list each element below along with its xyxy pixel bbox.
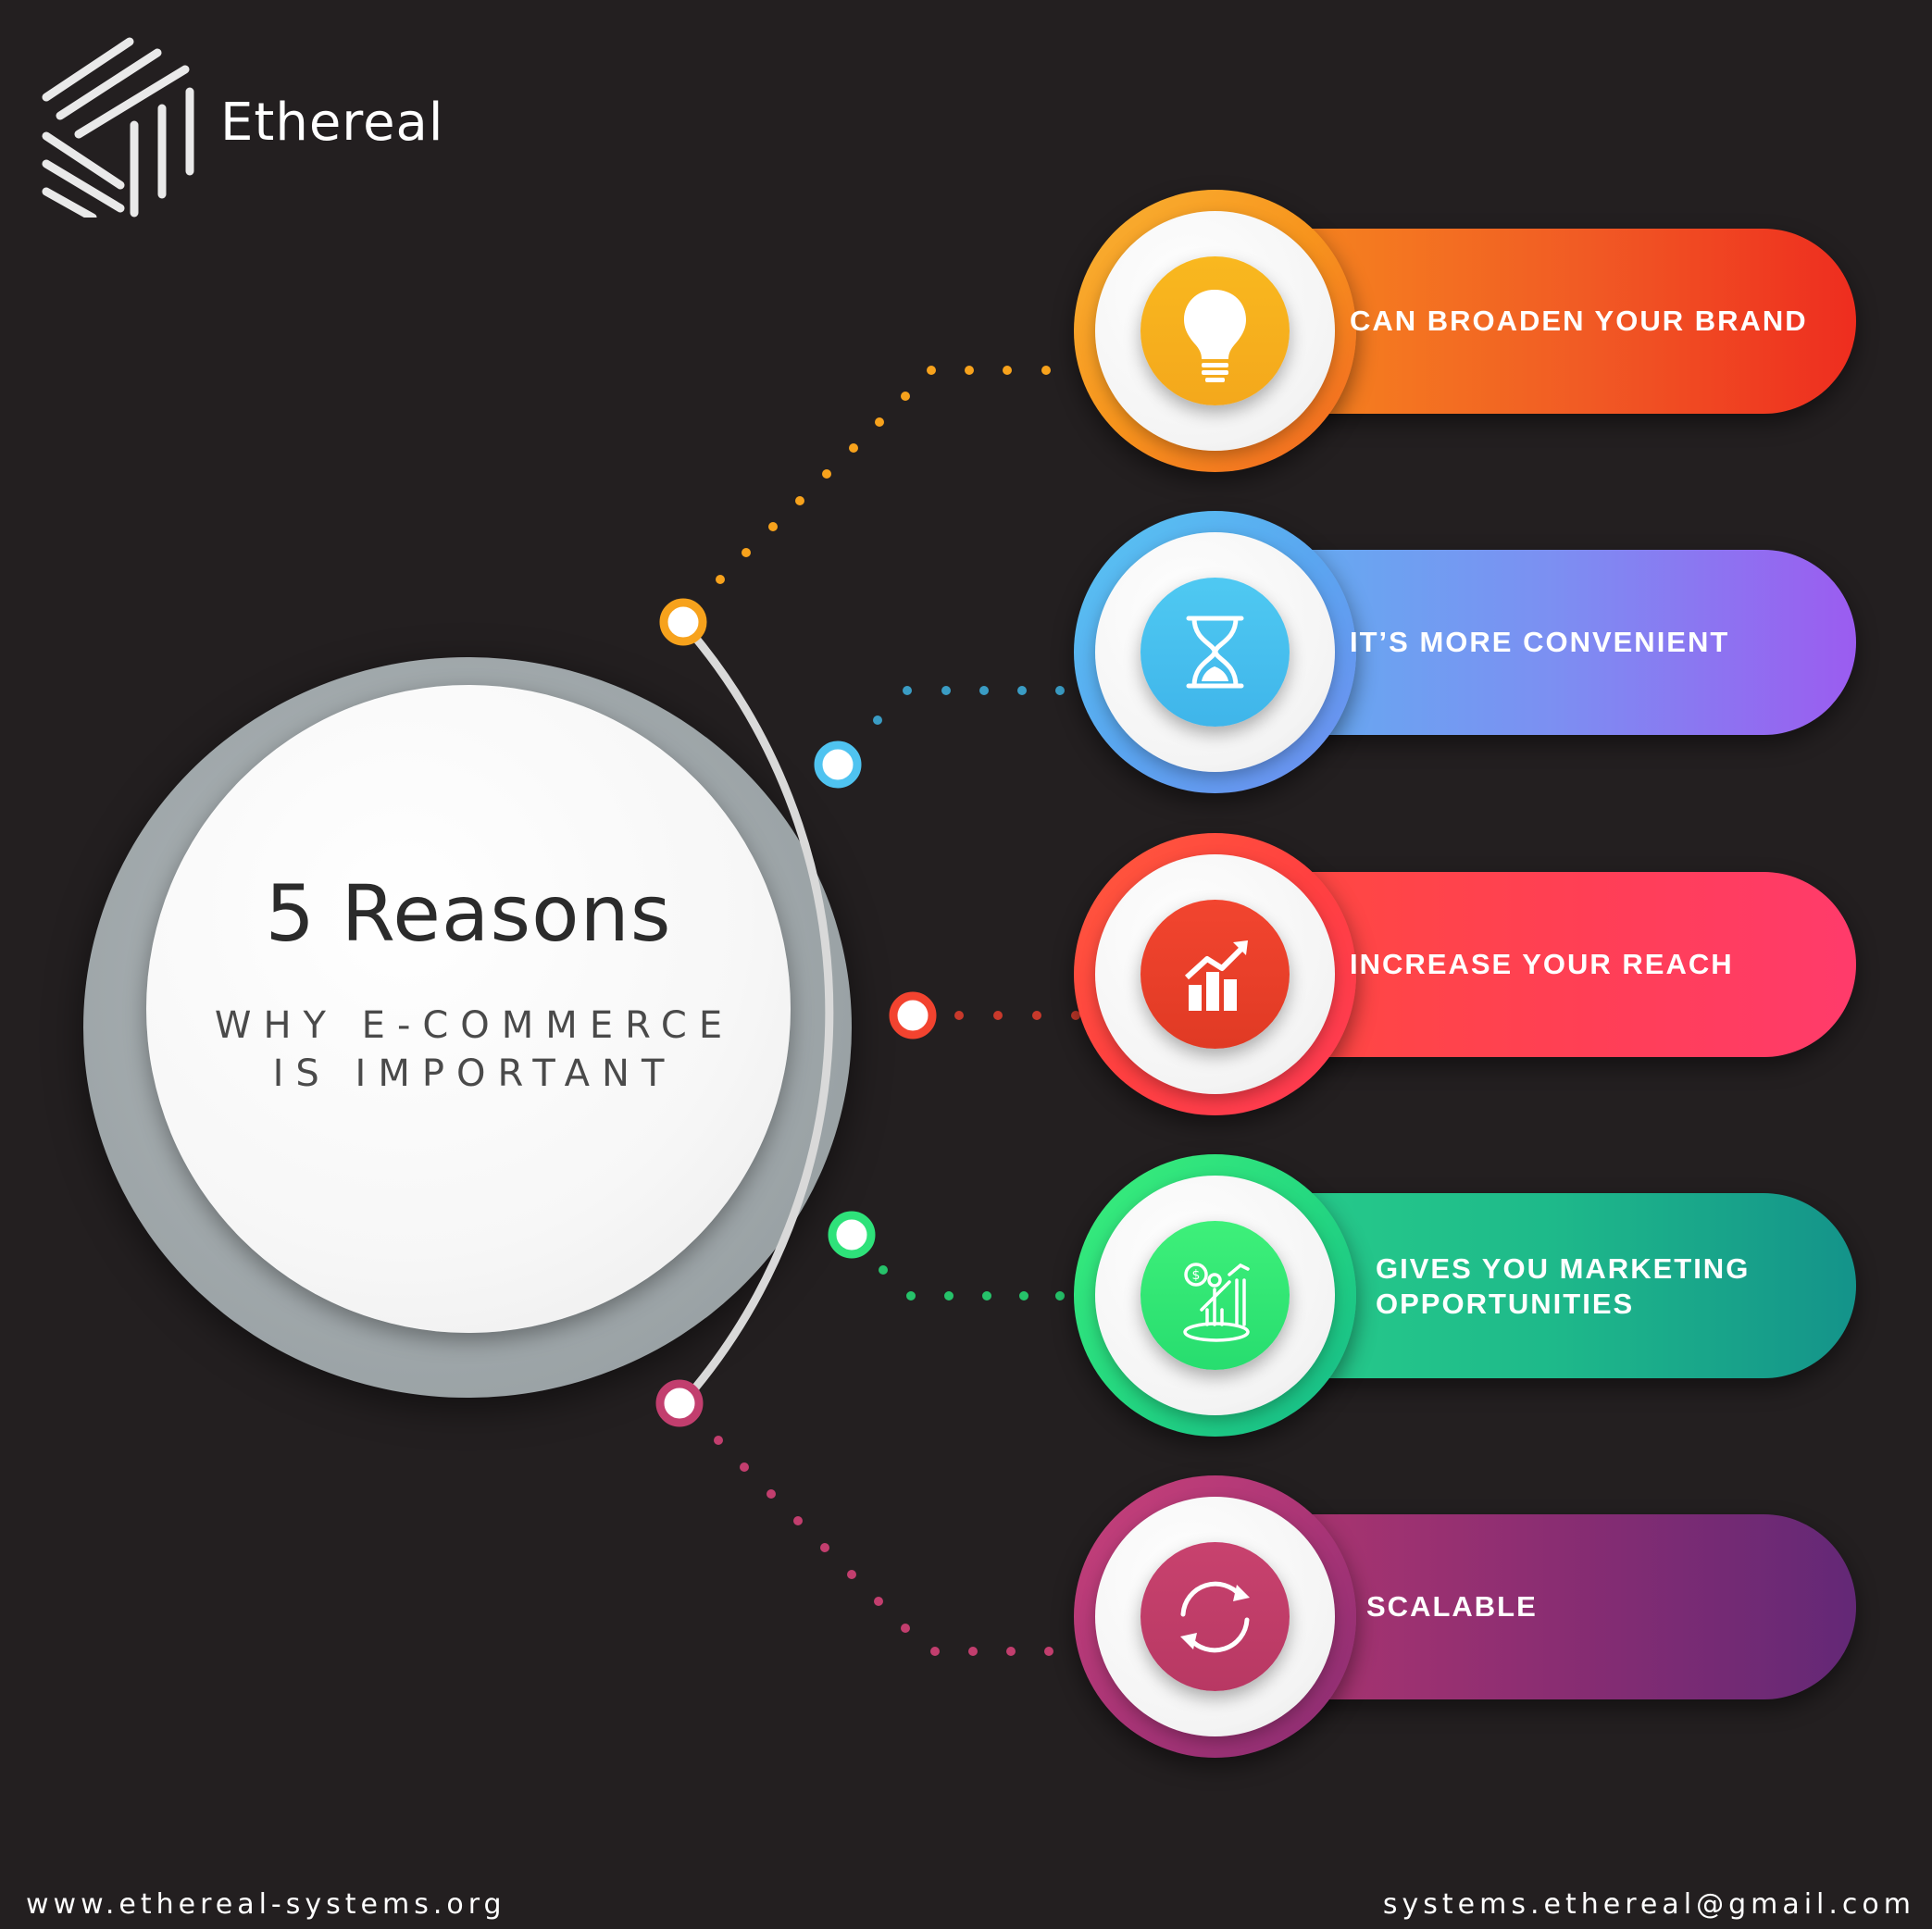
hourglass-icon [1141, 578, 1290, 727]
reason-label: GIVES YOU MARKETING OPPORTUNITIES [1376, 1251, 1750, 1322]
hub-title: 5 Reasons [265, 868, 672, 959]
reason-card-4: $ GIVES YOU MARKETING OPPORTUNITIES [1074, 1154, 1856, 1441]
hub-subtitle-line-1: WHY E-COMMERCE [214, 1004, 735, 1047]
reason-card-1: CAN BROADEN YOUR BRAND [1074, 190, 1856, 477]
reason-label: SCALABLE [1366, 1590, 1538, 1623]
lightbulb-icon [1141, 256, 1290, 405]
svg-text:$: $ [1192, 1268, 1201, 1283]
reason-card-5: SCALABLE [1074, 1475, 1856, 1762]
stacked-lines-logo-icon [42, 37, 194, 218]
growth-chart-icon [1141, 900, 1290, 1049]
reason-card-2: IT’S MORE CONVENIENT [1074, 511, 1856, 798]
reason-label: INCREASE YOUR REACH [1350, 948, 1734, 980]
connector-dots-2 [873, 686, 1065, 725]
footer-website-link[interactable]: www.ethereal-systems.org [26, 1888, 506, 1921]
reason-card-3: INCREASE YOUR REACH [1074, 833, 1856, 1120]
arc-node-5 [655, 1379, 704, 1427]
arc-node-4 [828, 1211, 876, 1259]
hub-arc [679, 619, 834, 1406]
reason-label-line-1: GIVES YOU MARKETING [1376, 1252, 1751, 1285]
arc-node-2 [814, 740, 862, 789]
arc-node-1 [659, 598, 707, 646]
marketing-growth-icon: $ [1141, 1221, 1290, 1370]
reason-label: IT’S MORE CONVENIENT [1350, 626, 1730, 658]
connector-dots-5 [714, 1436, 1053, 1656]
arc-node-3 [889, 991, 937, 1039]
brand-name: Ethereal [220, 93, 444, 153]
connector-dots-1 [716, 366, 1051, 584]
refresh-cycle-icon [1141, 1542, 1290, 1691]
footer-email-link[interactable]: systems.ethereal@gmail.com [1382, 1888, 1915, 1921]
hub-inner-disc [146, 685, 791, 1333]
hub-subtitle-line-2: IS IMPORTANT [272, 1052, 677, 1095]
reason-label-line-2: OPPORTUNITIES [1376, 1288, 1635, 1320]
reason-label: CAN BROADEN YOUR BRAND [1350, 305, 1808, 337]
connector-dots-4 [879, 1265, 1065, 1301]
connector-dots-3 [954, 1011, 1080, 1020]
